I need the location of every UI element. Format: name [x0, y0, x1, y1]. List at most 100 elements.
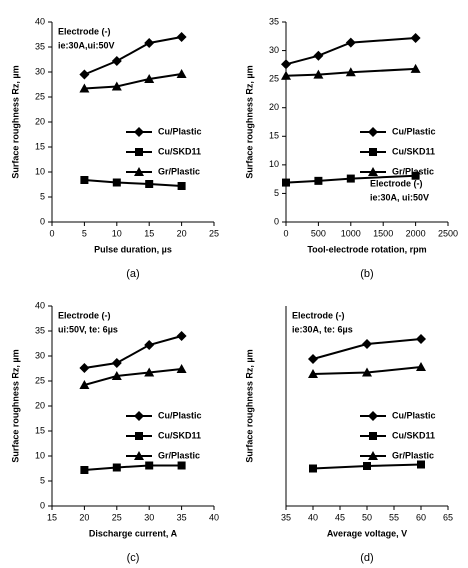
marker-diamond: [176, 32, 187, 42]
marker-square: [80, 466, 89, 474]
x-tick-label: 15: [144, 228, 154, 238]
y-axis-label: Surface roughness Rz, µm: [10, 349, 20, 462]
marker-square: [346, 174, 355, 183]
annotation: ie:30A,ui:50V: [58, 40, 115, 50]
marker-triangle: [144, 367, 155, 377]
y-axis-label: Surface roughness Rz, µm: [244, 349, 254, 462]
series-line: [285, 37, 416, 66]
marker-square: [369, 148, 377, 156]
legend-label: Gr/Plastic: [392, 450, 434, 460]
legend-label: Gr/Plastic: [158, 166, 200, 176]
x-tick-label: 40: [308, 512, 318, 522]
y-tick-label: 10: [35, 450, 45, 460]
series-line: [84, 335, 182, 369]
y-tick-label: 35: [269, 16, 279, 26]
legend-label: Cu/SKD11: [158, 430, 201, 440]
marker-square: [417, 460, 425, 469]
x-axis-label: Tool-electrode rotation, rpm: [307, 244, 426, 254]
x-tick-label: 60: [416, 512, 426, 522]
y-tick-label: 20: [35, 116, 45, 126]
marker-square: [145, 461, 154, 470]
marker-diamond: [134, 411, 144, 421]
y-tick-label: 10: [35, 166, 45, 176]
legend-label: Cu/SKD11: [392, 146, 435, 156]
y-axis-label: Surface roughness Rz, µm: [10, 65, 20, 178]
x-tick-label: 45: [335, 512, 345, 522]
x-tick-label: 30: [144, 512, 154, 522]
marker-triangle: [416, 362, 426, 371]
y-tick-label: 0: [40, 500, 45, 510]
y-tick-label: 5: [40, 191, 45, 201]
x-tick-label: 2000: [406, 228, 426, 238]
marker-diamond: [134, 127, 144, 137]
caption: (a): [126, 268, 139, 280]
marker-square: [369, 432, 377, 440]
marker-triangle: [368, 167, 378, 176]
marker-square: [177, 182, 186, 190]
x-tick-label: 500: [311, 228, 326, 238]
y-tick-label: 15: [35, 425, 45, 435]
legend-label: Gr/Plastic: [158, 450, 200, 460]
marker-diamond: [79, 69, 90, 80]
marker-square: [309, 464, 317, 473]
y-tick-label: 10: [269, 159, 279, 169]
marker-triangle: [362, 367, 372, 377]
legend-label: Cu/Plastic: [158, 126, 202, 136]
x-tick-label: 65: [443, 512, 453, 522]
marker-diamond: [111, 56, 122, 66]
x-tick-label: 50: [362, 512, 372, 522]
series-line: [285, 67, 416, 77]
x-tick-label: 35: [281, 512, 291, 522]
x-tick-label: 15: [47, 512, 57, 522]
legend-label: Cu/Plastic: [392, 126, 436, 136]
marker-square: [314, 176, 323, 185]
x-tick-label: 55: [389, 512, 399, 522]
y-tick-label: 20: [35, 400, 45, 410]
marker-triangle: [134, 451, 144, 460]
annotation: Electrode (-): [58, 26, 111, 36]
marker-square: [411, 171, 420, 180]
y-tick-label: 15: [269, 131, 279, 141]
marker-triangle: [79, 380, 90, 389]
x-tick-label: 25: [209, 228, 219, 238]
x-tick-label: 25: [112, 512, 122, 522]
marker-triangle: [79, 83, 90, 93]
marker-diamond: [144, 38, 155, 48]
marker-triangle: [134, 167, 144, 176]
marker-triangle: [144, 74, 155, 83]
y-tick-label: 0: [40, 216, 45, 226]
marker-square: [145, 180, 154, 188]
legend-label: Gr/Plastic: [392, 166, 434, 176]
marker-diamond: [416, 334, 426, 344]
x-tick-label: 0: [283, 228, 288, 238]
marker-diamond: [362, 339, 372, 349]
legend-label: Cu/SKD11: [158, 146, 201, 156]
marker-triangle: [368, 451, 378, 460]
caption: (d): [360, 552, 373, 564]
y-tick-label: 0: [274, 216, 279, 226]
series-line: [285, 174, 416, 184]
marker-diamond: [79, 363, 90, 373]
x-tick-label: 20: [79, 512, 89, 522]
marker-square: [135, 148, 143, 156]
marker-diamond: [368, 411, 378, 421]
y-tick-label: 30: [35, 350, 45, 360]
x-tick-label: 40: [209, 512, 219, 522]
annotation: ie:30A, te: 6µs: [292, 324, 353, 334]
marker-diamond: [308, 354, 318, 364]
marker-square: [282, 178, 290, 187]
y-tick-label: 5: [40, 475, 45, 485]
x-tick-label: 10: [112, 228, 122, 238]
series-line: [84, 73, 182, 90]
marker-triangle: [176, 364, 187, 373]
x-tick-label: 5: [82, 228, 87, 238]
annotation: Electrode (-): [58, 310, 111, 320]
y-tick-label: 20: [269, 102, 279, 112]
marker-diamond: [281, 59, 291, 70]
marker-diamond: [144, 340, 155, 350]
y-tick-label: 40: [35, 300, 45, 310]
annotation: ie:30A, ui:50V: [370, 192, 429, 202]
marker-square: [80, 176, 89, 184]
